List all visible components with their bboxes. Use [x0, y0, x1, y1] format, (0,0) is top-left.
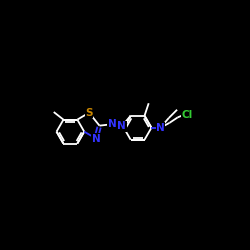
Text: N: N — [117, 121, 126, 131]
Text: N: N — [156, 123, 165, 133]
Text: N: N — [92, 134, 100, 143]
Text: Cl: Cl — [182, 110, 193, 120]
Text: N: N — [108, 119, 116, 129]
Text: S: S — [85, 108, 93, 118]
